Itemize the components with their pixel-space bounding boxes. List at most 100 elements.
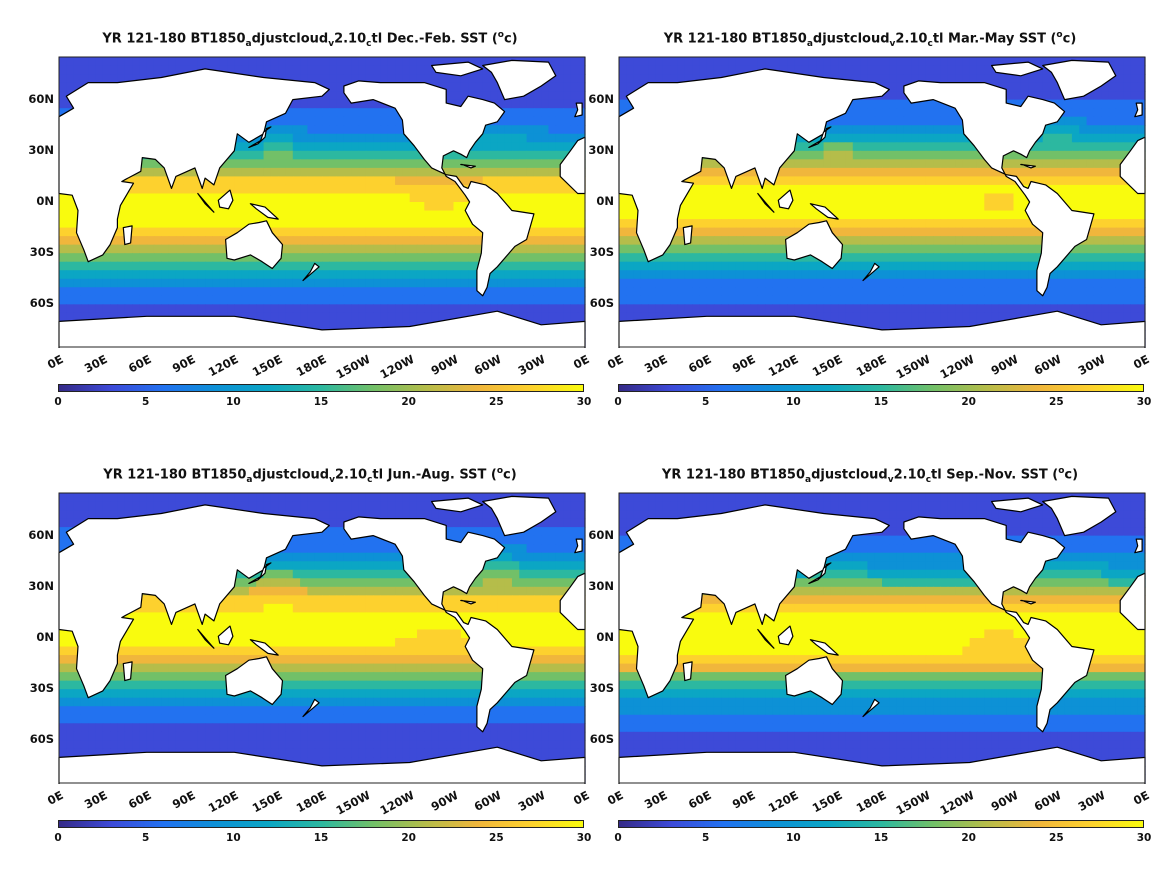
sst-cell [59, 253, 67, 263]
sst-cell [307, 176, 316, 186]
sst-cell [438, 74, 447, 84]
sst-cell [845, 278, 854, 288]
sst-cell [402, 321, 411, 331]
sst-cell [1108, 304, 1117, 314]
sst-cell [161, 193, 170, 203]
sst-cell [336, 91, 345, 101]
sst-cell [918, 108, 927, 118]
sst-cell [278, 184, 287, 195]
sst-cell [735, 244, 744, 254]
sst-cell [168, 227, 177, 237]
sst-cell [314, 321, 323, 331]
sst-cell [918, 74, 927, 84]
sst-cell [882, 227, 890, 237]
sst-cell [183, 227, 192, 237]
sst-cell [205, 244, 214, 254]
sst-cell [438, 295, 447, 305]
sst-cell [504, 108, 513, 118]
sst-cell [889, 193, 898, 203]
sst-cell [1101, 125, 1110, 135]
sst-cell [153, 159, 162, 169]
sst-cell [1123, 193, 1131, 203]
sst-cell [66, 210, 75, 220]
sst-cell [867, 321, 876, 331]
sst-cell [329, 253, 338, 263]
sst-cell [490, 74, 498, 84]
sst-cell [1108, 261, 1117, 271]
sst-cell [497, 91, 506, 101]
sst-cell [322, 253, 330, 263]
sst-cell [1042, 176, 1051, 186]
sst-cell [998, 236, 1007, 246]
sst-cell [336, 74, 345, 84]
sst-cell [1123, 65, 1131, 75]
sst-cell [787, 184, 795, 195]
sst-cell [402, 57, 411, 67]
sst-cell [874, 74, 883, 84]
sst-cell [801, 261, 810, 271]
sst-cell [270, 150, 279, 160]
sst-cell [139, 65, 148, 75]
sst-cell [699, 244, 708, 254]
sst-cell [183, 202, 192, 212]
sst-cell [139, 210, 148, 220]
sst-cell [416, 261, 425, 271]
sst-cell [933, 167, 942, 178]
sst-cell [1123, 82, 1131, 92]
sst-cell [911, 150, 920, 160]
sst-cell [197, 244, 206, 254]
sst-cell [161, 202, 170, 212]
sst-cell [1086, 253, 1095, 263]
sst-cell [263, 202, 272, 212]
sst-cell [577, 219, 586, 229]
sst-cell [409, 253, 418, 263]
sst-cell [292, 167, 301, 178]
sst-cell [860, 176, 868, 186]
sst-cell [205, 295, 214, 305]
sst-cell [234, 133, 243, 143]
sst-cell [161, 261, 170, 271]
sst-cell [838, 159, 847, 169]
sst-cell [882, 176, 890, 186]
sst-cell [380, 219, 389, 229]
sst-cell [234, 278, 243, 288]
sst-cell [969, 57, 978, 67]
sst-cell [343, 312, 352, 323]
sst-cell [1057, 150, 1066, 160]
sst-cell [533, 184, 542, 195]
sst-cell [402, 184, 411, 195]
title-part: tl Mar.-May SST ( [932, 31, 1057, 47]
sst-cell [816, 57, 825, 67]
sst-cell [409, 193, 418, 203]
sst-cell [263, 270, 272, 280]
sst-cell [750, 295, 759, 305]
sst-cell [976, 227, 985, 237]
sst-cell [292, 202, 301, 212]
sst-cell [139, 184, 148, 195]
sst-cell [526, 108, 535, 118]
sst-cell [918, 261, 927, 271]
sst-cell [446, 287, 455, 297]
sst-cell [227, 270, 235, 280]
sst-cell [823, 150, 832, 160]
sst-cell [1057, 167, 1066, 178]
sst-cell [896, 91, 905, 101]
sst-cell [743, 210, 752, 220]
sst-cell [59, 57, 67, 67]
sst-cell [1137, 125, 1146, 135]
sst-cell [662, 304, 671, 314]
sst-cell [117, 253, 126, 263]
sst-cell [838, 278, 847, 288]
sst-cell [219, 219, 228, 229]
sst-cell [329, 116, 338, 126]
sst-cell [59, 219, 67, 229]
sst-cell [380, 287, 389, 297]
title-part: v [328, 38, 335, 49]
sst-cell [794, 219, 803, 229]
sst-cell [365, 142, 374, 152]
sst-cell [161, 253, 170, 263]
sst-cell [1028, 167, 1037, 178]
sst-cell [351, 219, 360, 229]
sst-cell [830, 312, 839, 323]
sst-cell [365, 65, 374, 75]
